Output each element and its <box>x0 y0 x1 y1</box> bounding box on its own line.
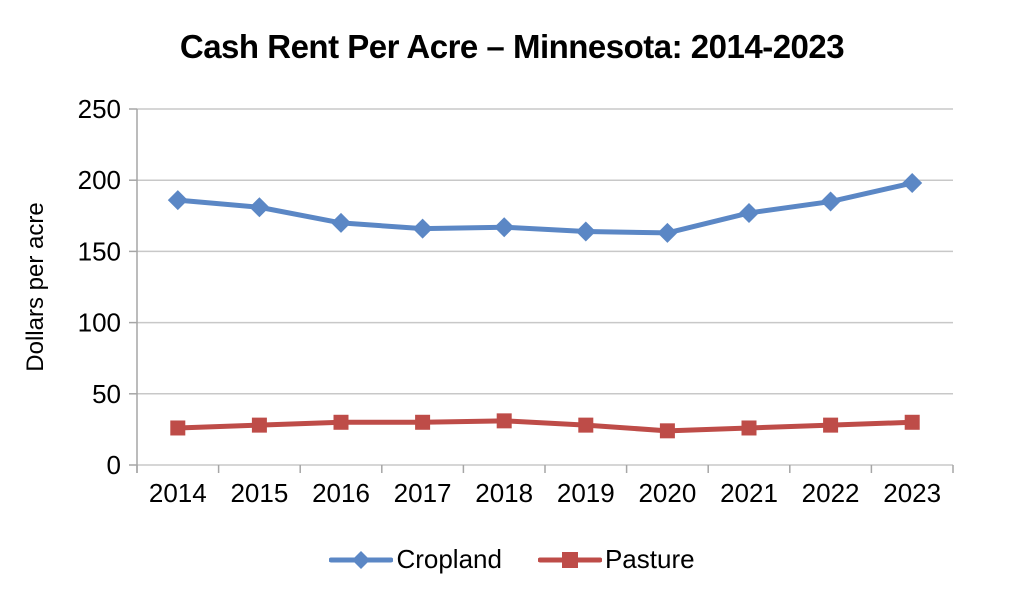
legend-label: Pasture <box>604 544 695 574</box>
y-tick-label: 100 <box>78 308 121 338</box>
x-tick-label: 2022 <box>802 478 860 508</box>
marker-pasture <box>333 414 349 430</box>
legend-swatch-diamond-icon <box>329 550 394 569</box>
legend-label: Cropland <box>396 544 502 574</box>
legend-swatch-square-icon <box>537 551 602 568</box>
marker-cropland <box>249 197 270 218</box>
y-tick-label: 0 <box>107 450 121 480</box>
marker-pasture <box>904 414 920 430</box>
marker-cropland <box>494 217 515 238</box>
marker-cropland <box>412 218 433 239</box>
marker-cropland <box>575 221 596 242</box>
marker-pasture <box>170 420 186 436</box>
x-tick-label: 2015 <box>230 478 288 508</box>
chart-title: Cash Rent Per Acre – Minnesota: 2014-202… <box>179 28 845 65</box>
y-tick-label: 200 <box>78 165 121 195</box>
x-tick-label: 2019 <box>557 478 615 508</box>
marker-pasture <box>251 417 267 433</box>
marker-pasture <box>415 414 431 430</box>
y-tick-label: 250 <box>78 94 121 124</box>
y-tick-label: 50 <box>92 379 121 409</box>
x-tick-label: 2023 <box>883 478 941 508</box>
legend-item-cropland: Cropland <box>329 544 502 575</box>
legend: Cropland Pasture <box>0 544 1024 575</box>
marker-pasture <box>823 417 839 433</box>
series-line-cropland <box>175 180 915 236</box>
marker-cropland <box>167 190 188 211</box>
marker-pasture <box>496 413 512 429</box>
marker-cropland <box>657 222 678 243</box>
x-tick-label: 2021 <box>720 478 778 508</box>
marker-cropland <box>331 212 351 233</box>
x-tick-label: 2020 <box>638 478 696 508</box>
x-tick-label: 2018 <box>475 478 533 508</box>
marker-cropland <box>902 173 923 194</box>
x-tick-label: 2016 <box>312 478 370 508</box>
y-tick-label: 150 <box>78 236 121 266</box>
x-tick-label: 2014 <box>149 478 207 508</box>
x-tick-label: 2017 <box>394 478 452 508</box>
marker-cropland <box>820 191 841 212</box>
marker-pasture <box>741 420 757 436</box>
legend-item-pasture: Pasture <box>537 544 695 575</box>
marker-pasture <box>659 423 675 439</box>
marker-cropland <box>739 202 759 223</box>
marker-pasture <box>578 417 594 433</box>
series-line-pasture <box>175 418 915 434</box>
